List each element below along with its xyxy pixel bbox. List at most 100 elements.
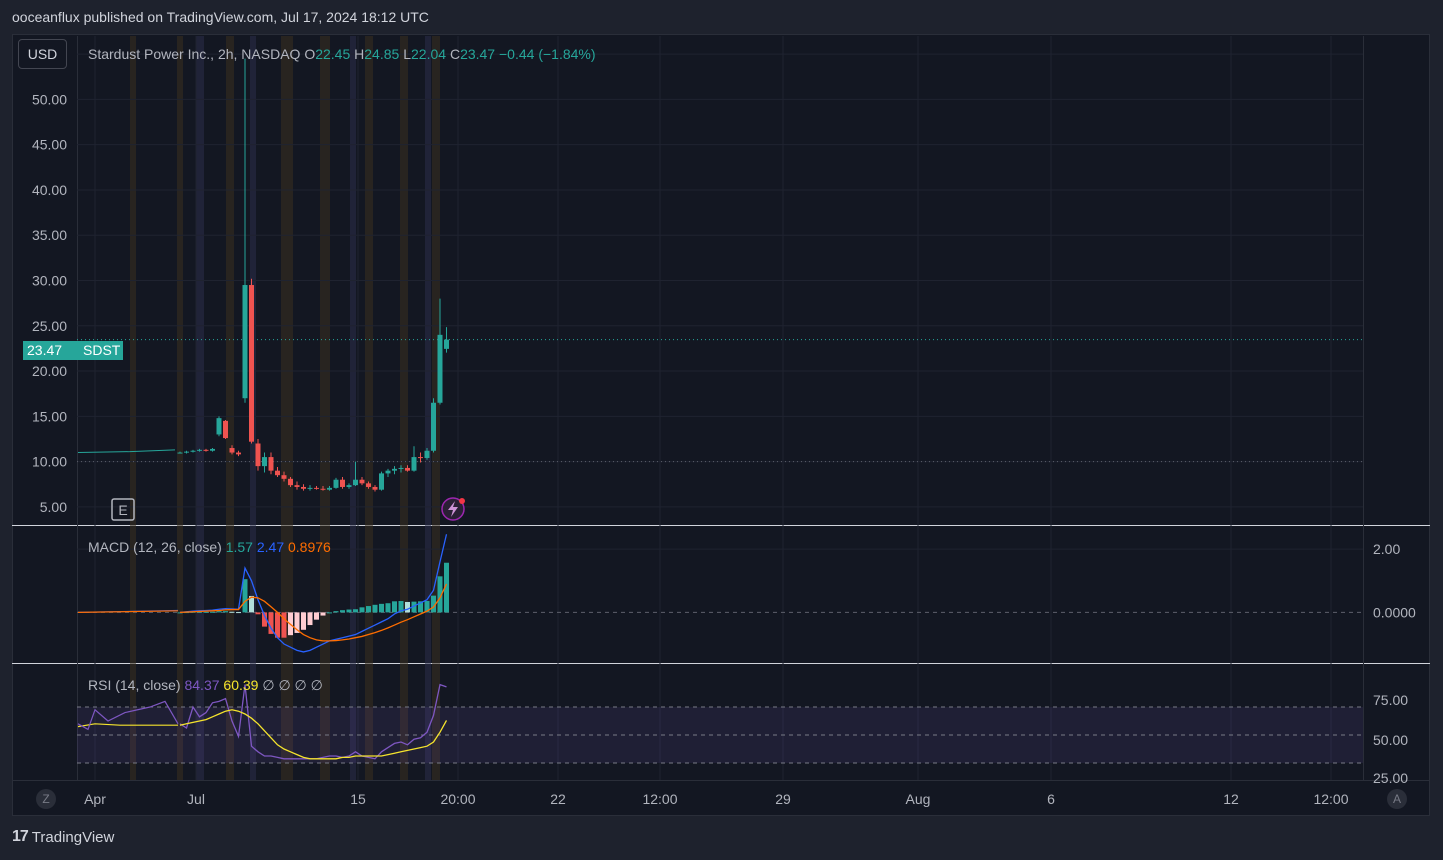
rsi-legend: RSI (14, close) 84.37 60.39 ∅ ∅ ∅ ∅ bbox=[88, 677, 323, 693]
macd-histogram-bar bbox=[340, 610, 345, 613]
candle-body bbox=[307, 487, 313, 489]
macd-histogram-bar bbox=[301, 612, 306, 630]
candle-body bbox=[281, 475, 287, 479]
chart-frame bbox=[12, 34, 1430, 816]
candle-body bbox=[327, 487, 332, 490]
zoom-reset-button[interactable]: Z bbox=[36, 789, 56, 809]
legend-value: O bbox=[304, 46, 315, 62]
candle-body bbox=[398, 467, 404, 469]
rsi-tick-label: 75.00 bbox=[1373, 692, 1408, 708]
legend-value: 22.04 bbox=[411, 46, 450, 62]
price-tick-label: 20.00 bbox=[32, 363, 67, 379]
candle-body bbox=[314, 487, 319, 489]
tradingview-logo[interactable]: 17 TradingView bbox=[12, 828, 114, 846]
session-band bbox=[320, 36, 330, 780]
earnings-marker: E bbox=[118, 502, 127, 518]
symbol-legend: Stardust Power Inc., 2h, NASDAQ O22.45 H… bbox=[88, 46, 596, 62]
macd-histogram-bar bbox=[216, 611, 222, 613]
macd-tick-label: 2.00 bbox=[1373, 541, 1400, 557]
candle-body bbox=[288, 478, 293, 486]
session-band bbox=[281, 36, 293, 780]
macd-histogram-bar bbox=[444, 562, 449, 613]
time-tick-label: 12:00 bbox=[1313, 791, 1348, 807]
macd-histogram-bar bbox=[275, 612, 280, 638]
candle-body bbox=[262, 457, 267, 467]
session-band bbox=[365, 36, 373, 780]
price-tick-label: 15.00 bbox=[32, 408, 67, 424]
candle-body bbox=[392, 468, 397, 471]
candle-body bbox=[216, 418, 222, 435]
candle-body bbox=[184, 451, 189, 453]
macd-histogram-bar bbox=[405, 601, 410, 613]
time-tick-label: Apr bbox=[84, 791, 106, 807]
legend-value: 24.85 bbox=[364, 46, 403, 62]
publish-caption: ooceanflux published on TradingView.com,… bbox=[12, 9, 429, 25]
legend-value: L bbox=[403, 46, 411, 62]
macd-histogram-bar bbox=[392, 601, 397, 613]
candle-body bbox=[385, 470, 391, 474]
candle-body bbox=[379, 473, 384, 490]
macd-histogram-bar bbox=[249, 595, 254, 613]
legend-value: −0.44 (−1.84%) bbox=[499, 46, 596, 62]
candle-body bbox=[210, 448, 215, 451]
rsi-legend-value: RSI (14, close) bbox=[88, 677, 184, 693]
session-band bbox=[226, 36, 234, 780]
session-band bbox=[130, 36, 136, 780]
rsi-ma-line bbox=[179, 709, 448, 760]
symbol-tag: SDST bbox=[79, 341, 123, 360]
candle-body bbox=[424, 450, 430, 458]
candle-body bbox=[190, 450, 196, 452]
price-tick-label: 45.00 bbox=[32, 137, 67, 153]
rsi-tick-label: 25.00 bbox=[1373, 770, 1408, 786]
macd-histogram-bar bbox=[197, 611, 202, 613]
candle-body bbox=[301, 486, 306, 489]
rsi-legend-value: ∅ bbox=[295, 677, 311, 693]
macd-tick-label: 0.0000 bbox=[1373, 604, 1416, 620]
event-notification-dot bbox=[459, 498, 465, 504]
candle-body bbox=[177, 452, 183, 454]
candle-body bbox=[437, 334, 443, 403]
legend-value: Stardust Power Inc., 2h, NASDAQ bbox=[88, 46, 304, 62]
rsi-legend-value: ∅ bbox=[278, 677, 294, 693]
macd-histogram-bar bbox=[437, 576, 443, 613]
rsi-tick-label: 50.00 bbox=[1373, 732, 1408, 748]
candle-body bbox=[249, 285, 254, 442]
time-tick-label: 29 bbox=[775, 791, 791, 807]
macd-histogram-bar bbox=[307, 612, 313, 626]
currency-button[interactable]: USD bbox=[18, 39, 67, 69]
price-tick-label: 10.00 bbox=[32, 454, 67, 470]
rsi-legend-value: 60.39 bbox=[223, 677, 262, 693]
candle-body bbox=[431, 402, 436, 451]
macd-histogram-bar bbox=[346, 609, 352, 613]
candle-body bbox=[333, 479, 339, 488]
candle-body bbox=[294, 485, 300, 487]
legend-value: 22.45 bbox=[315, 46, 354, 62]
macd-histogram-bar bbox=[353, 609, 358, 613]
earnings-marker-box bbox=[111, 498, 135, 521]
macd-legend-value: 1.57 bbox=[226, 539, 257, 555]
candle-body bbox=[405, 467, 410, 471]
macd-legend-value: MACD (12, 26, close) bbox=[88, 539, 226, 555]
macd-legend-value: 2.47 bbox=[257, 539, 288, 555]
macd-histogram-bar bbox=[424, 601, 430, 613]
candle-body bbox=[242, 285, 248, 399]
candle-body bbox=[268, 457, 274, 471]
candle-body bbox=[353, 479, 358, 486]
time-tick-label: 6 bbox=[1047, 791, 1055, 807]
macd-signal-line bbox=[179, 583, 448, 642]
macd-histogram-bar bbox=[379, 603, 384, 613]
rsi-legend-value: 84.37 bbox=[184, 677, 223, 693]
price-tick-label: 40.00 bbox=[32, 182, 67, 198]
time-tick-label: 12:00 bbox=[642, 791, 677, 807]
auto-scale-button[interactable]: A bbox=[1387, 789, 1407, 809]
lightning-icon bbox=[448, 501, 458, 517]
macd-histogram-bar bbox=[177, 612, 183, 614]
candle-body bbox=[223, 420, 228, 439]
macd-histogram-bar bbox=[398, 601, 404, 613]
rsi-legend-value: ∅ bbox=[262, 677, 278, 693]
rsi-legend-value: ∅ bbox=[311, 677, 323, 693]
macd-histogram-bar bbox=[359, 607, 365, 613]
macd-legend-value: 0.8976 bbox=[288, 539, 331, 555]
macd-line bbox=[179, 534, 448, 653]
